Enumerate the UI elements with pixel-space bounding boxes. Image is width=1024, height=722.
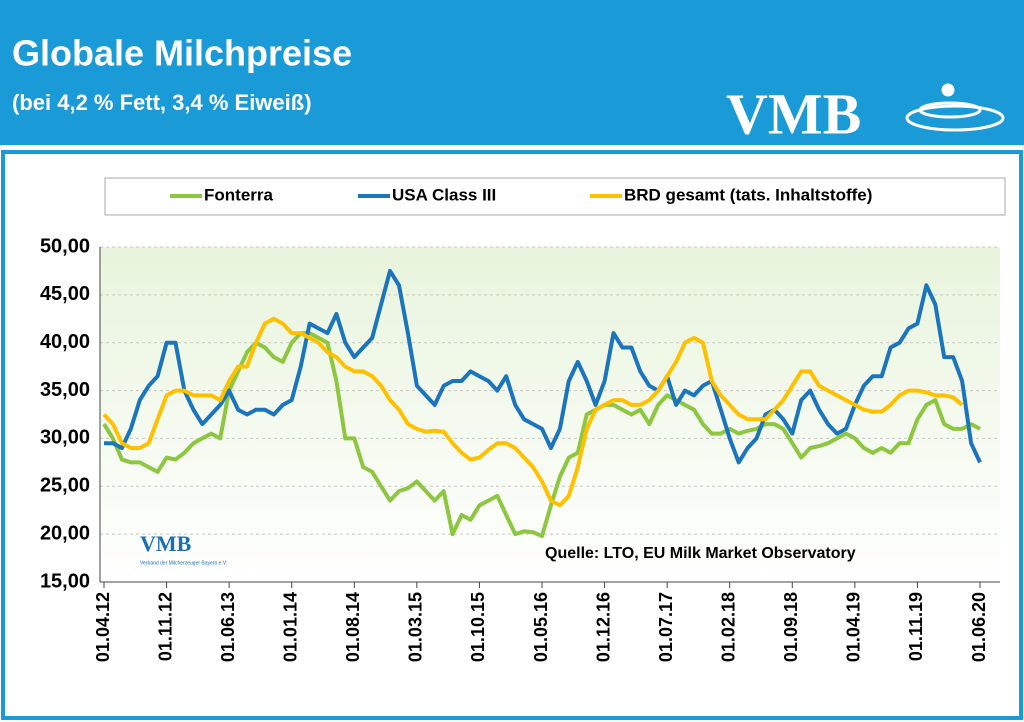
series-line <box>102 331 981 539</box>
y-tick-label: 20,00 <box>40 522 90 544</box>
y-tick-label: 30,00 <box>40 427 90 449</box>
x-tick-label: 01.05.16 <box>531 592 551 662</box>
plot-area <box>100 247 1000 582</box>
y-tick-label: 35,00 <box>40 379 90 401</box>
x-tick-label: 01.08.14 <box>343 592 363 662</box>
logo-swirl <box>905 83 1005 132</box>
x-tick-label: 01.04.12 <box>93 592 113 662</box>
legend-label: Fonterra <box>204 185 274 204</box>
x-tick-label: 01.09.18 <box>781 592 801 662</box>
watermark-caption: Verband der Milcherzeuger Bayern e.V. <box>140 560 227 566</box>
y-tick-label: 40,00 <box>40 331 90 353</box>
x-tick-label: 01.06.20 <box>969 592 989 662</box>
legend-label: USA Class III <box>392 185 496 204</box>
subtitle: (bei 4,2 % Fett, 3,4 % Eiweiß) <box>12 90 312 115</box>
x-tick-label: 01.07.17 <box>656 592 676 662</box>
y-tick-label: 50,00 <box>40 235 90 257</box>
legend-label: BRD gesamt (tats. Inhaltstoffe) <box>624 185 872 204</box>
y-tick-label: 25,00 <box>40 475 90 497</box>
header-band <box>0 0 1024 145</box>
x-tick-label: 01.03.15 <box>406 592 426 662</box>
source-note: Quelle: LTO, EU Milk Market Observatory <box>545 545 856 562</box>
series-line <box>102 316 964 508</box>
x-tick-label: 01.11.19 <box>906 592 926 661</box>
x-tick-label: 01.11.12 <box>155 592 175 661</box>
x-tick-label: 01.04.19 <box>844 592 864 662</box>
x-tick-label: 01.10.15 <box>468 592 488 662</box>
y-tick-label: 15,00 <box>40 570 90 592</box>
x-tick-label: 01.01.14 <box>280 592 300 662</box>
legend-box <box>104 177 1006 216</box>
watermark: VMB <box>140 531 192 556</box>
title: Globale Milchpreise <box>12 33 352 74</box>
y-tick-label: 45,00 <box>40 283 90 305</box>
x-tick-label: 01.02.18 <box>718 592 738 662</box>
x-tick-label: 01.06.13 <box>218 592 238 662</box>
logo: VMB <box>726 81 861 146</box>
x-tick-label: 01.12.16 <box>593 592 613 662</box>
series-line <box>104 268 982 465</box>
